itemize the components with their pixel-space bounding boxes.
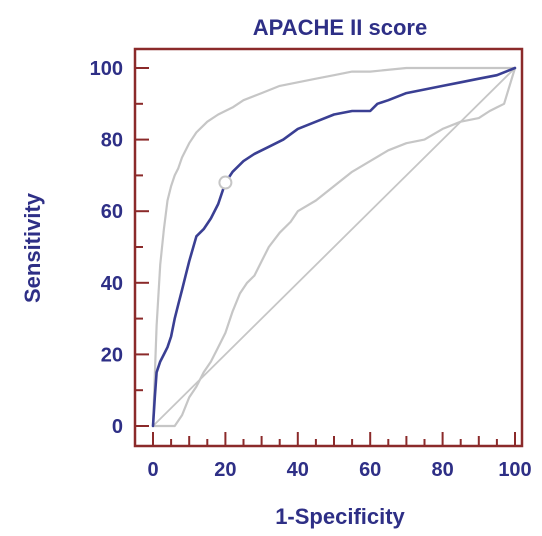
x-tick-label: 40 — [287, 459, 309, 481]
x-tick-label: 60 — [359, 459, 381, 481]
chart-title: APACHE II score — [253, 15, 427, 40]
y-tick-label: 40 — [101, 273, 123, 295]
plot-area: 0 20 40 60 80 100 0 20 40 60 80 100 — [90, 47, 532, 481]
series-line-roc — [151, 66, 517, 428]
y-tick-label: 80 — [101, 130, 123, 152]
y-tick-label: 100 — [90, 58, 123, 80]
y-tick-label: 60 — [101, 201, 123, 223]
x-axis-label: 1-Specificity — [275, 504, 405, 529]
x-tick-label: 20 — [214, 459, 236, 481]
x-tick-label: 100 — [498, 459, 531, 481]
series-line-ci-upper — [151, 66, 517, 428]
x-tick-label: 0 — [147, 459, 158, 481]
y-tick-label: 0 — [112, 416, 123, 438]
series-line-reference — [152, 67, 516, 427]
y-axis-label: Sensitivity — [20, 192, 45, 303]
y-tick-label: 20 — [101, 344, 123, 366]
cutoff-marker-0 — [218, 175, 233, 190]
series-line-ci-lower — [151, 66, 517, 428]
x-tick-label: 80 — [431, 459, 453, 481]
